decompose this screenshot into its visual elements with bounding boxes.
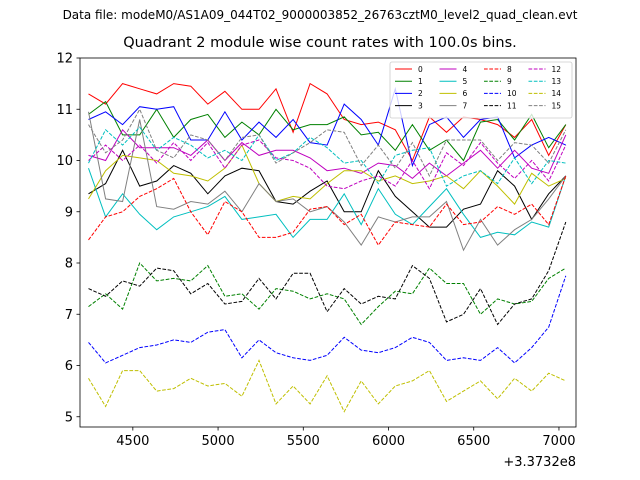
- legend-box: [389, 61, 573, 119]
- series-line-12: [88, 139, 567, 190]
- data-file-label: Data file: modeM0/AS1A09_044T02_90000038…: [62, 8, 578, 22]
- series-line-9: [88, 262, 567, 326]
- legend-label-11: 11: [507, 101, 517, 110]
- axes-frame: [79, 57, 577, 428]
- y-tick-label: 12: [56, 52, 73, 67]
- x-tick-label: 7000: [542, 434, 575, 449]
- series-line-6: [88, 144, 567, 205]
- legend-label-9: 9: [507, 77, 512, 86]
- series-line-11: [88, 221, 567, 326]
- legend-label-15: 15: [552, 101, 562, 110]
- legend-label-0: 0: [418, 65, 423, 74]
- legend-label-3: 3: [418, 101, 423, 110]
- legend-label-5: 5: [463, 77, 468, 86]
- y-tick-label: 9: [65, 205, 73, 220]
- y-tick-label: 8: [65, 257, 73, 272]
- x-offset-label: +3.3732e8: [503, 455, 576, 470]
- legend-label-1: 1: [418, 77, 423, 86]
- legend-label-10: 10: [507, 89, 517, 98]
- y-tick-label: 5: [65, 410, 73, 425]
- series-line-10: [88, 275, 567, 364]
- x-tick-label: 5500: [287, 434, 320, 449]
- series-line-3: [88, 149, 567, 228]
- y-tick-label: 10: [56, 154, 73, 169]
- series-line-13: [88, 126, 566, 187]
- legend-label-13: 13: [552, 77, 562, 86]
- legend-label-12: 12: [552, 65, 562, 74]
- legend-label-2: 2: [418, 89, 423, 98]
- series-line-2: [88, 86, 567, 168]
- legend-label-7: 7: [463, 101, 468, 110]
- x-tick-label: 4500: [116, 434, 149, 449]
- series-line-8: [88, 175, 567, 247]
- y-tick-label: 7: [65, 308, 73, 323]
- legend-label-6: 6: [463, 89, 468, 98]
- series-line-4: [88, 128, 567, 180]
- chart-title: Quadrant 2 module wise count rates with …: [123, 35, 517, 51]
- x-tick-label: 6500: [457, 434, 490, 449]
- series-group: [88, 82, 567, 413]
- series-line-1: [88, 100, 567, 162]
- legend-label-4: 4: [463, 65, 468, 74]
- series-line-15: [88, 108, 567, 178]
- legend-label-8: 8: [507, 65, 512, 74]
- series-line-7: [88, 111, 567, 252]
- x-tick-label: 6000: [372, 434, 405, 449]
- x-tick-label: 5000: [202, 434, 235, 449]
- series-line-14: [88, 359, 567, 413]
- series-line-5: [88, 168, 567, 239]
- legend-label-14: 14: [552, 89, 562, 98]
- y-tick-label: 6: [65, 359, 73, 374]
- y-tick-label: 11: [56, 103, 73, 118]
